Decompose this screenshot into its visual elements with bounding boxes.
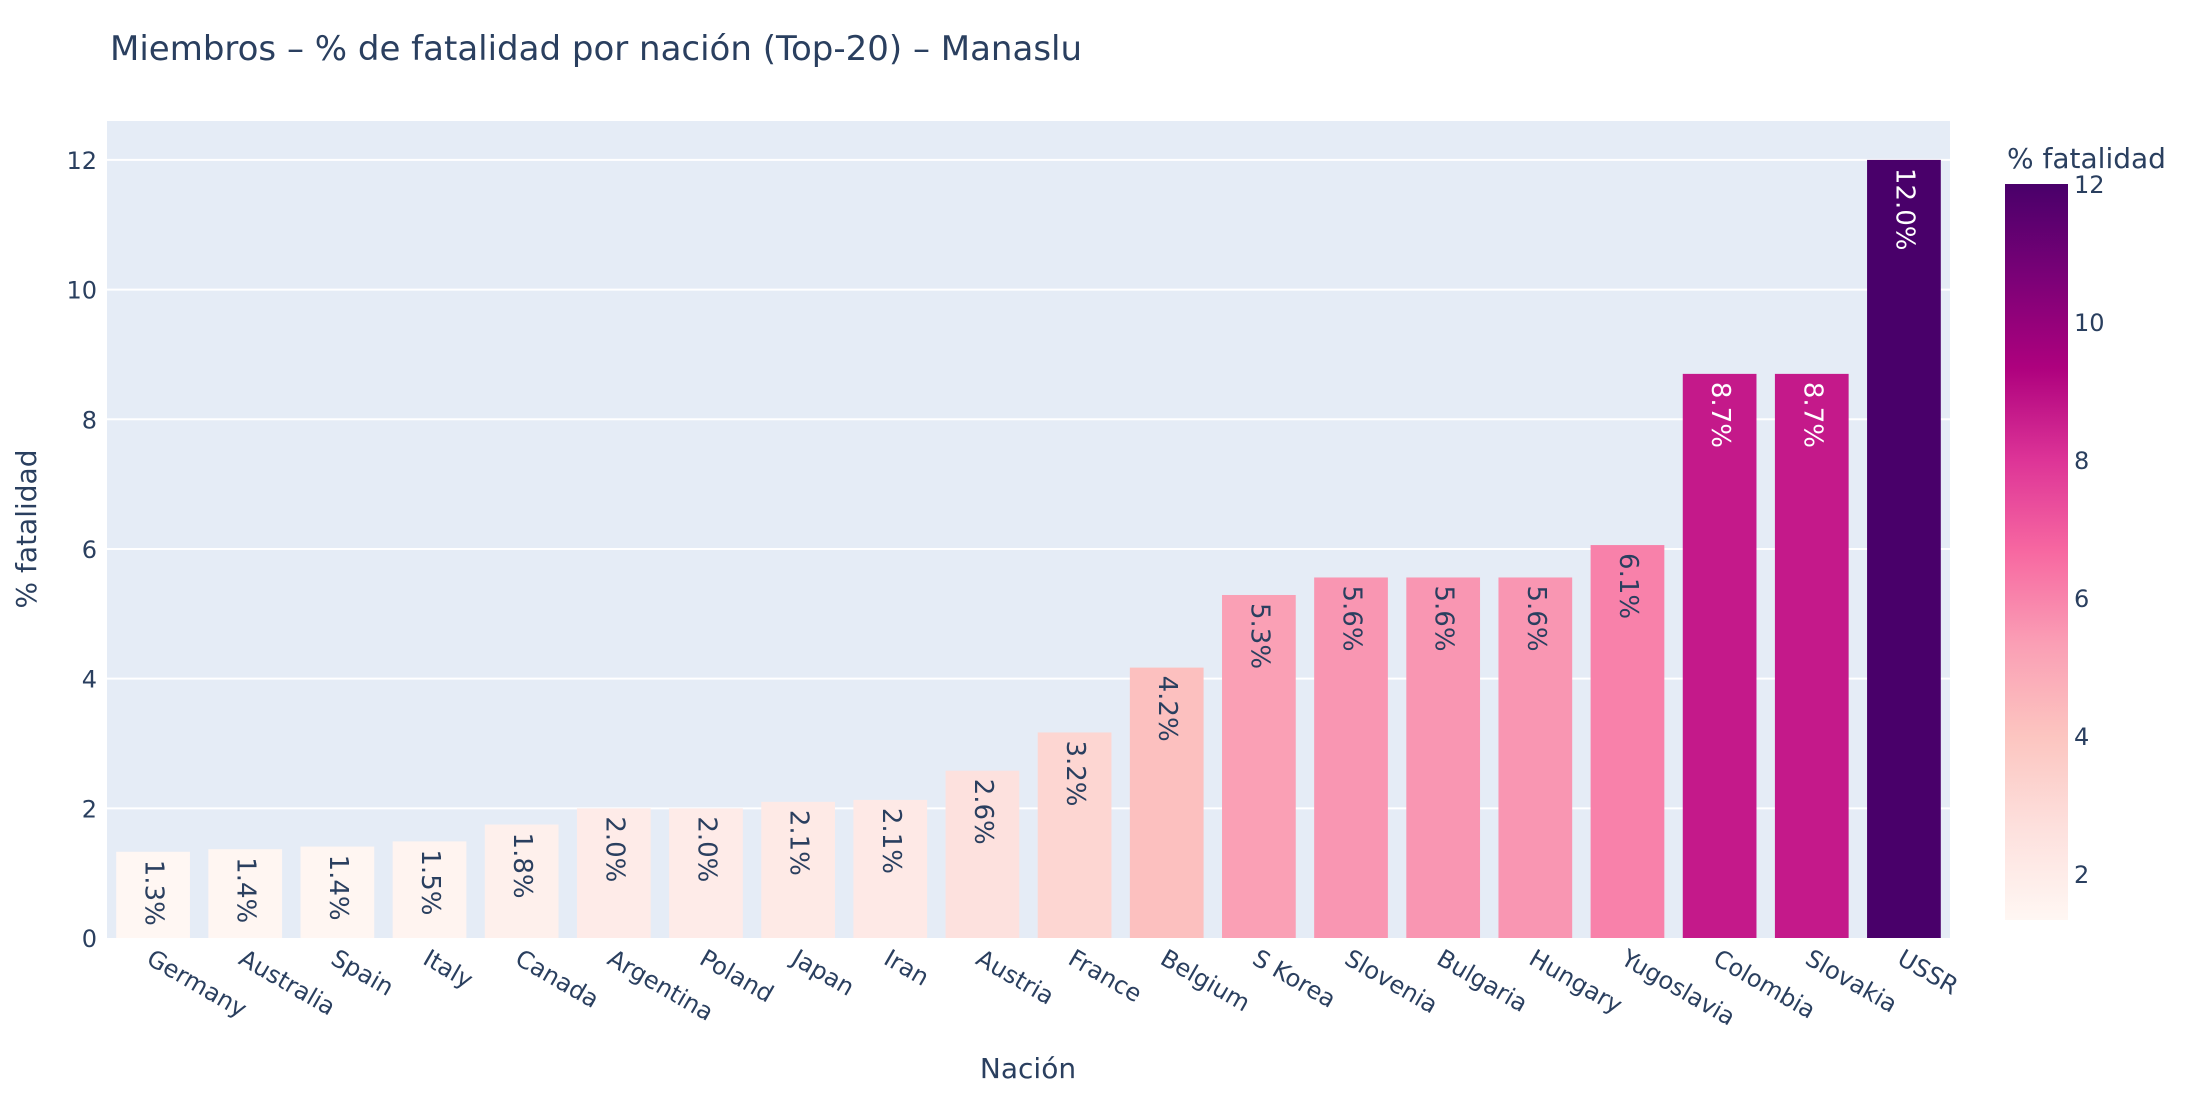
bar [116,851,190,938]
bar-value-label: 4.2% [1152,676,1182,742]
y-tick-label: 4 [82,666,97,694]
x-tick-label: Spain [326,944,398,1002]
y-tick-label: 10 [66,277,97,305]
bar [1406,577,1481,938]
x-tick-label: Italy [419,944,478,994]
bar-value-label: 6.1% [1613,553,1643,619]
colorbar-title: % fatalidad [2007,142,2166,175]
bar-labels: 1.3% 1.4% 1.4% 1.5% 1.8% 2.0% 2.0% 2.1% 2.1% 2.6%… [139,168,1920,926]
bar-value-label: 8.7% [1797,382,1827,448]
y-tick-label: 2 [82,795,97,823]
bar [1314,577,1388,938]
bar [945,770,1020,938]
colorbar-tick-label: 4 [2074,723,2089,751]
bar [1129,667,1204,938]
y-tick-label: 0 [82,925,97,953]
bar-value-label: 2.0% [691,816,721,882]
bar [669,808,743,938]
bar [208,849,283,938]
bar [300,846,375,938]
bar [1867,159,1941,938]
bar [1590,545,1665,938]
x-tick-label: USSR [1893,944,1963,1001]
y-tick-label: 8 [82,406,97,434]
colorbar-ticks: 2 4 6 8 10 12 [2074,171,2105,889]
bar-value-label: 5.6% [1521,585,1551,651]
colorbar-tick-label: 12 [2074,171,2105,199]
x-tick-label: Austria [971,944,1058,1011]
bar-value-label: 1.3% [139,860,169,926]
bar-value-label: 2.0% [599,816,629,882]
x-tick-label: Bulgaria [1432,944,1532,1018]
bar [484,824,559,938]
bar-value-label: 12.0% [1889,168,1919,251]
y-axis-ticks: 0 2 4 6 8 10 12 [66,147,97,953]
x-axis-title: Nación [980,1052,1076,1085]
x-tick-label: Canada [511,944,604,1014]
x-tick-label: Hungary [1524,944,1627,1019]
bar-value-label: 1.4% [323,855,353,921]
bar [1222,594,1296,938]
bar [1682,373,1757,938]
bars [116,159,1941,938]
bar [853,799,928,938]
bar-value-label: 2.6% [968,779,998,845]
bar [1498,577,1573,938]
y-axis-title: % fatalidad [10,450,43,609]
bar-value-label: 1.4% [231,857,261,923]
bar-value-label: 2.1% [876,808,906,874]
x-tick-label: Slovenia [1340,944,1442,1019]
x-tick-label: Belgium [1156,944,1255,1017]
bar-value-label: 8.7% [1705,382,1735,448]
x-tick-label: S Korea [1248,944,1341,1014]
bar-value-label: 5.6% [1429,585,1459,651]
colorbar-tick-label: 8 [2074,447,2089,475]
colorbar-tick-label: 2 [2074,861,2089,889]
colorbar: % fatalidad 2 4 6 8 10 12 [2005,142,2166,920]
bar-value-label: 5.3% [1244,603,1274,669]
plot-area [107,121,1950,938]
bar-value-label: 1.5% [415,849,445,915]
bar-value-label: 2.1% [784,810,814,876]
bar [576,808,651,938]
colorbar-gradient [2005,184,2068,920]
x-tick-label: Australia [234,944,340,1021]
bar-value-label: 1.8% [507,833,537,899]
y-tick-label: 6 [82,536,97,564]
bar [1774,373,1849,938]
bar-value-label: 5.6% [1337,585,1367,651]
x-tick-label: Germany [142,944,252,1023]
x-tick-label: Iran [879,944,934,992]
x-tick-label: France [1064,944,1147,1008]
colorbar-tick-label: 6 [2074,585,2089,613]
colorbar-tick-label: 10 [2074,309,2105,337]
bar-value-label: 3.2% [1060,740,1090,806]
bar [1037,732,1112,938]
chart-title: Miembros – % de fatalidad por nación (To… [110,29,1082,69]
y-tick-label: 12 [66,147,97,175]
x-tick-label: Japan [785,943,859,1002]
bar [392,841,467,938]
bar [761,801,835,938]
